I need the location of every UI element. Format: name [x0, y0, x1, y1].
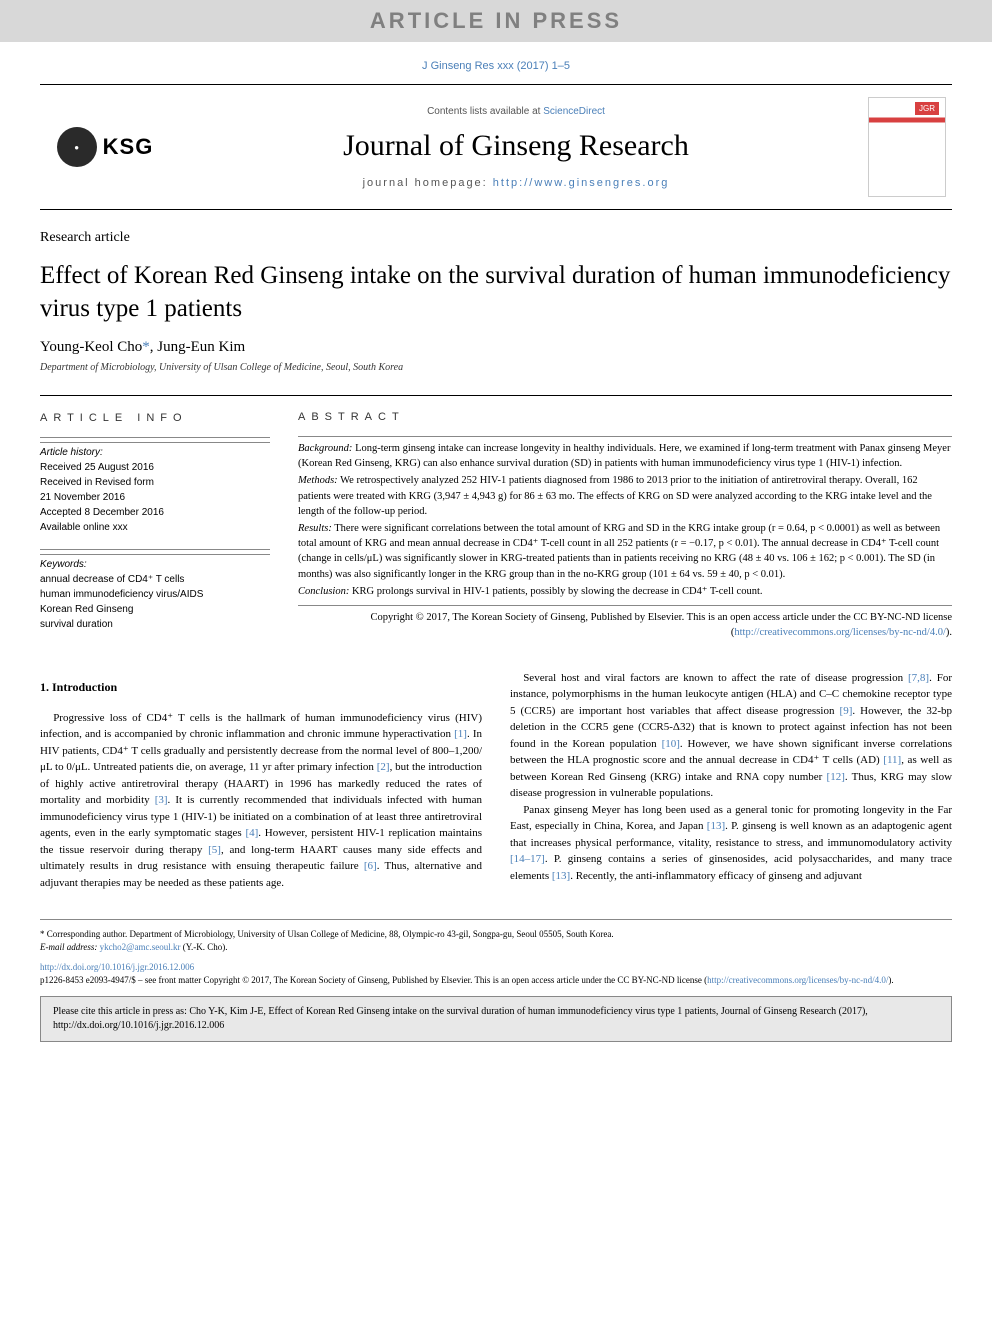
contents-available-line: Contents lists available at ScienceDirec… [170, 106, 862, 117]
ref-link[interactable]: [7,8] [908, 672, 929, 684]
ref-link[interactable]: [12] [827, 771, 845, 783]
intro-paragraph-2: Several host and viral factors are known… [510, 670, 952, 802]
sciencedirect-link[interactable]: ScienceDirect [543, 106, 605, 117]
homepage-link[interactable]: http://www.ginsengres.org [493, 177, 670, 189]
cover-thumbnail-icon [868, 97, 946, 197]
history-line: Available online xxx [40, 520, 270, 535]
corresponding-marker[interactable]: * [142, 339, 150, 355]
publisher-logo: ● KSG [40, 127, 170, 167]
author-list: Young-Keol Cho*, Jung-Eun Kim [40, 339, 952, 356]
history-line: Received 25 August 2016 [40, 460, 270, 475]
body-text: 1. Introduction Progressive loss of CD4⁺… [40, 670, 952, 892]
author-1: Young-Keol Cho [40, 339, 142, 355]
article-info-column: ARTICLE INFO Article history: Received 2… [40, 410, 270, 646]
license-link[interactable]: http://creativecommons.org/licenses/by-n… [734, 627, 946, 638]
email-link[interactable]: ykcho2@amc.seoul.kr [100, 942, 181, 952]
ref-link[interactable]: [4] [245, 827, 258, 839]
abstract-copyright: Copyright © 2017, The Korean Society of … [298, 605, 952, 640]
keyword: human immunodeficiency virus/AIDS [40, 587, 270, 602]
abstract-heading: ABSTRACT [298, 410, 952, 426]
homepage-prefix: journal homepage: [363, 177, 493, 189]
journal-title: Journal of Ginseng Research [170, 129, 862, 163]
cite-this-article-box: Please cite this article in press as: Ch… [40, 996, 952, 1042]
ref-link[interactable]: [2] [377, 761, 390, 773]
abstract-column: ABSTRACT Background: Long-term ginseng i… [298, 410, 952, 646]
intro-heading: 1. Introduction [40, 678, 482, 696]
email-line: E-mail address: ykcho2@amc.seoul.kr (Y.-… [40, 941, 952, 954]
abstract-conclusion: Conclusion: KRG prolongs survival in HIV… [298, 584, 952, 599]
abstract-results: Results: There were significant correlat… [298, 521, 952, 582]
ref-link[interactable]: [5] [208, 844, 221, 856]
history-label: Article history: [40, 442, 270, 460]
footer-license-link[interactable]: http://creativecommons.org/licenses/by-n… [707, 975, 888, 985]
affiliation: Department of Microbiology, University o… [40, 362, 952, 373]
article-title: Effect of Korean Red Ginseng intake on t… [40, 260, 952, 325]
keyword: survival duration [40, 617, 270, 632]
history-line: Accepted 8 December 2016 [40, 505, 270, 520]
top-citation: J Ginseng Res xxx (2017) 1–5 [0, 42, 992, 84]
ref-link[interactable]: [14–17] [510, 853, 545, 865]
journal-cover [862, 97, 952, 197]
abstract-background: Background: Long-term ginseng intake can… [298, 441, 952, 471]
homepage-line: journal homepage: http://www.ginsengres.… [170, 177, 862, 189]
abstract-methods: Methods: We retrospectively analyzed 252… [298, 473, 952, 519]
ref-link[interactable]: [11] [883, 754, 901, 766]
intro-paragraph-1: Progressive loss of CD4⁺ T cells is the … [40, 710, 482, 892]
ksg-logo-text: KSG [103, 134, 154, 160]
page-footer: * Corresponding author. Department of Mi… [40, 919, 952, 986]
keyword: Korean Red Ginseng [40, 602, 270, 617]
intro-paragraph-3: Panax ginseng Meyer has long been used a… [510, 802, 952, 885]
journal-header: ● KSG Contents lists available at Scienc… [40, 84, 952, 210]
ref-link[interactable]: [13] [552, 870, 570, 882]
ref-link[interactable]: [3] [155, 794, 168, 806]
keywords-label: Keywords: [40, 554, 270, 572]
doi-link[interactable]: http://dx.doi.org/10.1016/j.jgr.2016.12.… [40, 962, 194, 972]
issn-line: p1226-8453 e2093-4947/$ – see front matt… [40, 974, 952, 987]
ksg-emblem-icon: ● [57, 127, 97, 167]
author-2: , Jung-Eun Kim [150, 339, 245, 355]
in-press-banner: ARTICLE IN PRESS [0, 0, 992, 42]
ref-link[interactable]: [1] [454, 728, 467, 740]
history-line: 21 November 2016 [40, 490, 270, 505]
keyword: annual decrease of CD4⁺ T cells [40, 572, 270, 587]
history-line: Received in Revised form [40, 475, 270, 490]
ref-link[interactable]: [10] [662, 738, 680, 750]
corresponding-author: * Corresponding author. Department of Mi… [40, 928, 952, 941]
ref-link[interactable]: [9] [840, 705, 853, 717]
contents-prefix: Contents lists available at [427, 106, 543, 117]
article-type: Research article [40, 230, 952, 246]
top-citation-link[interactable]: J Ginseng Res xxx (2017) 1–5 [422, 60, 570, 72]
ref-link[interactable]: [6] [364, 860, 377, 872]
ref-link[interactable]: [13] [707, 820, 725, 832]
article-info-heading: ARTICLE INFO [40, 410, 270, 427]
